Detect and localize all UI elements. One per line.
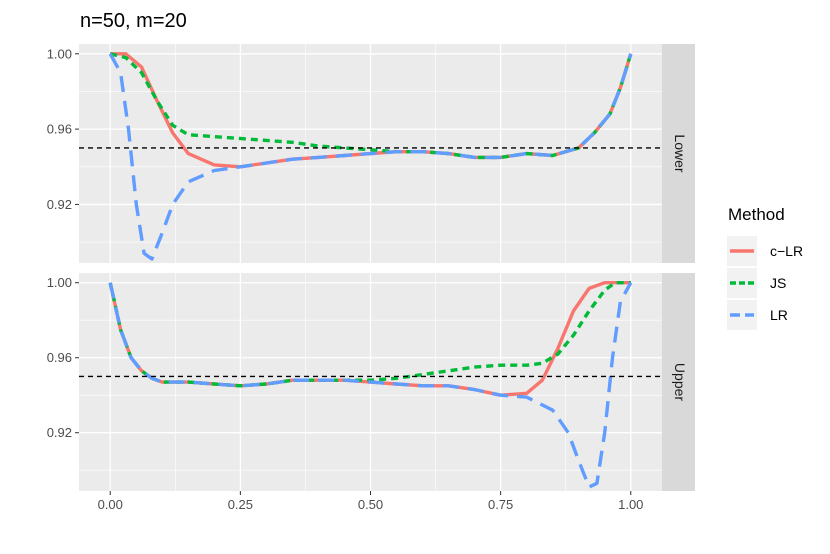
x-tick-label: 0.00 [98, 497, 123, 512]
panel-upper: 0.92 0.96 1.00 Upper [47, 273, 695, 491]
y-tick-label: 0.92 [47, 425, 72, 440]
legend-title: Method [728, 205, 785, 224]
strip-label: Upper [672, 363, 688, 401]
legend-item: JS [727, 268, 786, 298]
strip-label: Lower [672, 134, 688, 172]
legend-item: LR [727, 300, 788, 330]
series-lines [108, 281, 633, 489]
series-line-lr [108, 52, 633, 261]
y-tick-label: 1.00 [47, 275, 72, 290]
panels: 0.92 0.96 1.00 Lower 0.92 0.96 1.00 Upper [47, 44, 695, 491]
series-line-lr [108, 281, 633, 489]
strip-background [662, 44, 695, 263]
legend-label: JS [770, 275, 786, 291]
panel-lower: 0.92 0.96 1.00 Lower [47, 44, 695, 263]
legend-label: c−LR [770, 243, 803, 259]
y-tick-label: 0.92 [47, 197, 72, 212]
x-tick-label: 1.00 [618, 497, 643, 512]
x-tick-label: 0.50 [358, 497, 383, 512]
legend: Method c−LR JS LR [727, 205, 803, 330]
x-tick-label: 0.25 [228, 497, 253, 512]
x-axis: 0.00 0.25 0.50 0.75 1.00 [98, 491, 643, 512]
y-tick-label: 0.96 [47, 350, 72, 365]
strip-background [662, 273, 695, 491]
legend-keys: c−LR JS LR [727, 236, 803, 330]
y-tick-label: 0.96 [47, 122, 72, 137]
legend-label: LR [770, 307, 788, 323]
legend-item: c−LR [727, 236, 803, 266]
chart-title: n=50, m=20 [80, 10, 187, 32]
y-tick-label: 1.00 [47, 46, 72, 61]
x-tick-label: 0.75 [488, 497, 513, 512]
